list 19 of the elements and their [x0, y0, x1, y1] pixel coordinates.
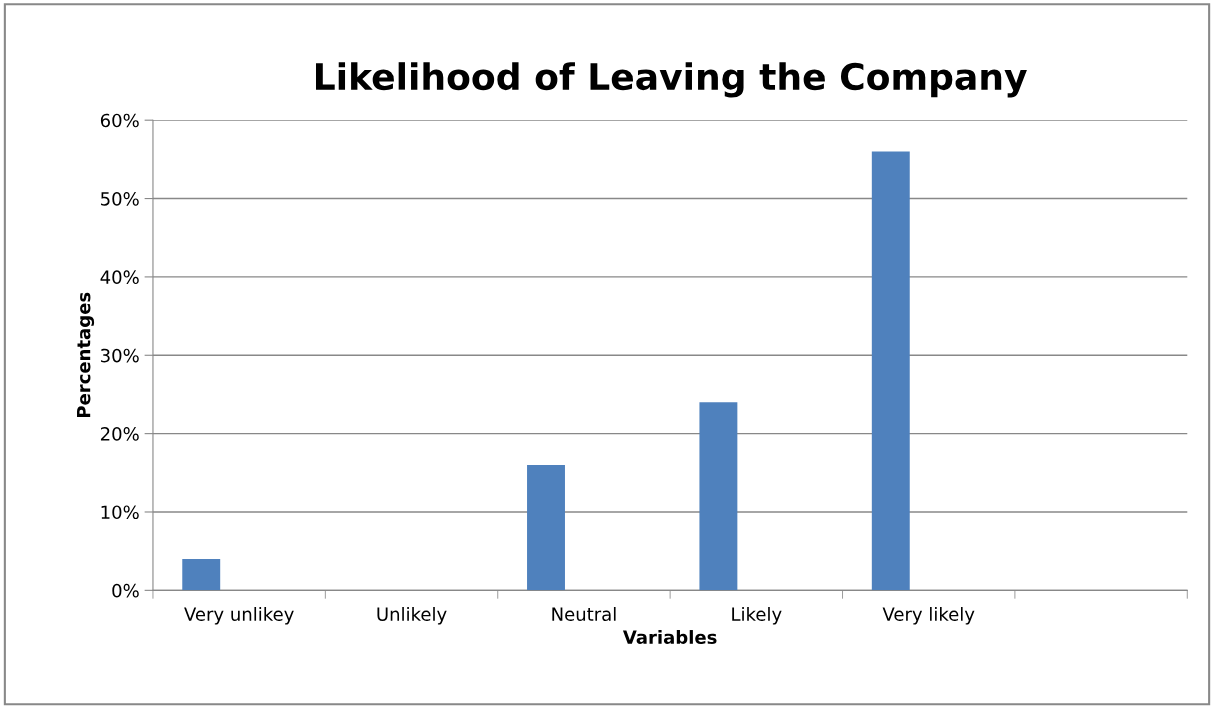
y-tick-label: 40% — [100, 270, 139, 285]
y-tick-label: 50% — [101, 192, 139, 206]
chart-title: Likelihood of Leaving the Company — [316, 62, 1027, 98]
bar — [182, 559, 221, 591]
bar — [871, 151, 910, 591]
x-tick-label: Neutral — [552, 607, 616, 621]
x-tick-label: Very unlikey — [184, 607, 294, 625]
y-tick-label: 30% — [101, 348, 139, 363]
y-tick-label: 20% — [100, 427, 139, 441]
bar — [527, 464, 565, 591]
x-axis-title: Variables — [622, 630, 717, 645]
bar — [699, 402, 738, 591]
y-tick-label: 0% — [112, 583, 139, 598]
x-tick-label: Very likely — [882, 607, 975, 625]
y-tick-label: 10% — [101, 505, 139, 520]
y-tick-label: 60% — [100, 113, 139, 128]
x-tick-label: Likely — [732, 607, 782, 625]
y-axis-title: Percentages — [77, 292, 95, 418]
x-tick-label: Unlikely — [377, 607, 447, 625]
